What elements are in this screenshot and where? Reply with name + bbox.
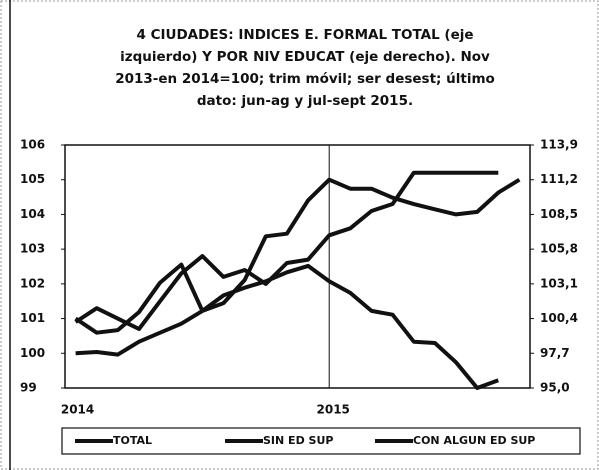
y-tick-label: 103 [20,242,45,256]
y-tick-label: 102 [20,276,45,290]
legend-label: SIN ED SUP [263,434,333,447]
y2-tick-label: 100,4 [540,311,578,325]
y-tick-label: 104 [20,207,45,221]
plot-area [64,144,531,389]
y-tick-label: 99 [20,381,37,395]
series-line [75,263,499,390]
x-tick-label: 2015 [317,403,350,417]
y2-tick-label: 111,2 [540,172,578,186]
y2-tick-label: 105,8 [540,242,578,256]
y2-tick-label: 97,7 [540,346,570,360]
series-line [74,177,521,335]
y-tick-label: 100 [20,346,45,360]
legend-box [61,427,581,455]
y-tick-label: 106 [20,138,45,152]
legend-label: CON ALGUN ED SUP [413,434,535,447]
y2-tick-label: 108,5 [540,207,578,221]
legend-label: TOTAL [113,434,152,447]
series-line [74,170,499,331]
x-tick-label: 2014 [61,403,94,417]
y2-tick-label: 113,9 [540,138,578,152]
y-tick-label: 101 [20,311,45,325]
y2-tick-label: 95,0 [540,381,570,395]
chart-title: 4 CIUDADES: INDICES E. FORMAL TOTAL (eje… [115,27,495,109]
y-tick-label: 105 [20,172,45,186]
y2-tick-label: 103,1 [540,276,578,290]
